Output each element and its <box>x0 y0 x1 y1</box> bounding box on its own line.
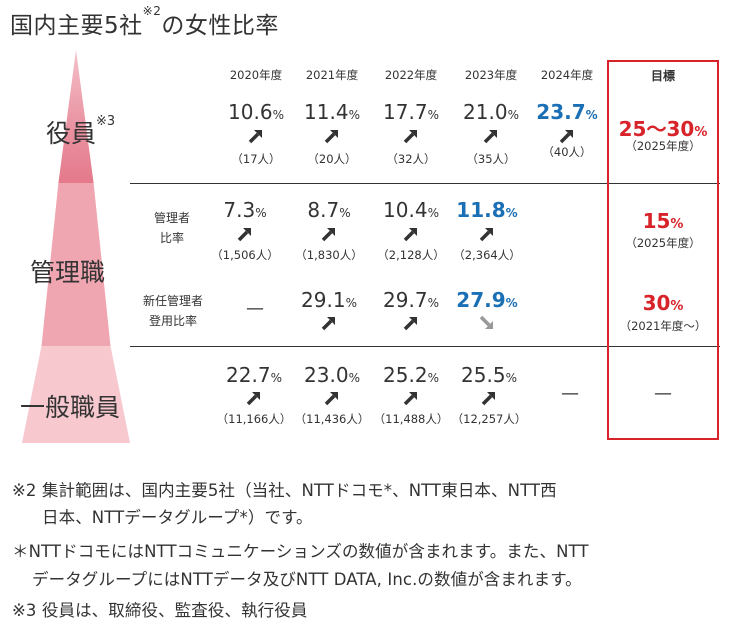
officers-value-2023: 21.0% <box>463 100 519 124</box>
row-label-managers: 管理職 <box>30 258 106 287</box>
up-arrow-icon <box>287 128 377 148</box>
up-arrow-icon <box>200 226 290 246</box>
manager-ratio-count-2023: （2,364人） <box>453 248 521 262</box>
up-arrow-icon <box>366 390 456 410</box>
page-title: 国内主要5社※2の女性比率 <box>10 4 279 39</box>
general-count-2020: （11,166人） <box>216 412 292 426</box>
year-header: 2024年度 <box>540 68 594 82</box>
up-arrow-icon <box>284 226 374 246</box>
footnote-3: ※3 役員は、取締役、監査役、執行役員 <box>12 601 308 620</box>
up-arrow-icon <box>444 390 534 410</box>
manager-ratio-value-2020: 7.3% <box>223 198 267 222</box>
manager-ratio-count-2021: （1,830人） <box>295 248 363 262</box>
new-manager-value-2023: 27.9% <box>456 288 518 312</box>
up-arrow-icon <box>446 128 536 148</box>
down-arrow-icon <box>442 315 532 335</box>
officers-value-2022: 17.7% <box>383 100 439 124</box>
row-label-general: 一般職員 <box>20 393 121 422</box>
footnote-asterisk: ＊NTTドコモにはNTTコミュニケーションズの数値が含まれます。また、NTT <box>12 542 589 561</box>
officers-value-2021: 11.4% <box>304 100 360 124</box>
general-count-2023: （12,257人） <box>451 412 527 426</box>
new-manager-goal-note: （2021年度〜） <box>619 319 707 333</box>
manager-ratio-goal-value: 15% <box>642 209 684 233</box>
year-header: 2021年度 <box>305 68 359 82</box>
general-goal-dash: — <box>654 383 672 404</box>
general-2024-dash: — <box>561 383 579 404</box>
manager-ratio-value-2023: 11.8% <box>456 198 518 222</box>
manager-ratio-count-2022: （2,128人） <box>377 248 445 262</box>
new-manager-goal-value: 30% <box>642 291 684 315</box>
manager-ratio-count-2020: （1,506人） <box>211 248 279 262</box>
manager-ratio-label: 管理者 比率 <box>153 211 190 245</box>
officers-count-2021: （20人） <box>307 152 357 166</box>
general-count-2021: （11,436人） <box>294 412 370 426</box>
up-arrow-icon <box>287 390 377 410</box>
goal-header: 目標 <box>650 69 675 83</box>
new-manager-ratio-label: 新任管理者 登用比率 <box>142 294 203 328</box>
up-arrow-icon <box>209 390 299 410</box>
row-label-officers: 役員※3 <box>46 114 116 148</box>
manager-ratio-value-2021: 8.7% <box>307 198 351 222</box>
officers-goal-note: （2025年度） <box>625 139 701 153</box>
general-value-2023: 25.5% <box>461 363 517 387</box>
footnote-2-cont: 日本、NTTデータグループ*）です。 <box>42 508 313 527</box>
officers-count-2024: （40人） <box>542 145 592 159</box>
general-value-2022: 25.2% <box>383 363 439 387</box>
manager-ratio-goal-note: （2025年度） <box>625 236 701 250</box>
general-value-2021: 23.0% <box>304 363 360 387</box>
up-arrow-icon <box>366 226 456 246</box>
officers-goal-value: 25〜30% <box>618 117 708 141</box>
pyramid-bottom-section <box>22 346 130 443</box>
pyramid-top-section <box>58 50 94 183</box>
pyramid-middle-section <box>41 183 111 346</box>
officers-count-2022: （32人） <box>386 152 436 166</box>
up-arrow-icon <box>366 315 456 335</box>
divider-2 <box>130 346 720 347</box>
general-count-2022: （11,488人） <box>373 412 449 426</box>
officers-count-2023: （35人） <box>466 152 516 166</box>
up-arrow-icon <box>366 128 456 148</box>
general-value-2020: 22.7% <box>226 363 282 387</box>
up-arrow-icon <box>211 128 301 148</box>
year-header: 2022年度 <box>384 68 438 82</box>
officers-count-2020: （17人） <box>231 152 281 166</box>
new-manager-2020-dash: — <box>246 298 264 319</box>
officers-value-2020: 10.6% <box>228 100 284 124</box>
footnote-asterisk-cont: データグループにはNTTデータ及びNTT DATA, Inc.の数値が含まれます… <box>32 570 582 589</box>
manager-ratio-value-2022: 10.4% <box>383 198 439 222</box>
new-manager-value-2022: 29.7% <box>383 288 439 312</box>
up-arrow-icon <box>522 128 612 148</box>
new-manager-value-2021: 29.1% <box>301 288 357 312</box>
goal-box <box>607 60 719 440</box>
pyramid-graphic <box>22 50 130 443</box>
divider-1 <box>130 183 720 184</box>
year-header: 2023年度 <box>464 68 518 82</box>
footnote-2: ※2 集計範囲は、国内主要5社（当社、NTTドコモ*、NTT東日本、NTT西 <box>12 481 557 500</box>
officers-value-2024: 23.7% <box>536 100 598 124</box>
year-header: 2020年度 <box>229 68 283 82</box>
up-arrow-icon <box>284 315 374 335</box>
up-arrow-icon <box>442 226 532 246</box>
